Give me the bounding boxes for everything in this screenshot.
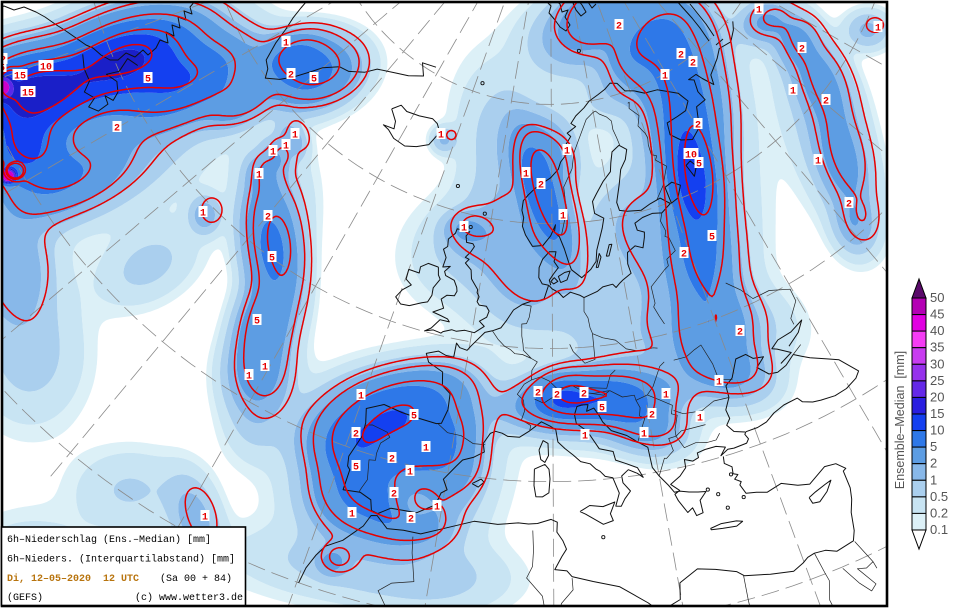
svg-text:2: 2	[538, 181, 544, 192]
svg-text:1: 1	[662, 72, 668, 83]
svg-text:5: 5	[930, 439, 937, 454]
svg-text:15: 15	[22, 89, 34, 100]
svg-text:1: 1	[270, 148, 276, 159]
svg-text:Ensemble–Median [mm]: Ensemble–Median [mm]	[893, 351, 907, 489]
svg-text:2: 2	[554, 391, 560, 402]
svg-text:(c) www.wetter3.de: (c) www.wetter3.de	[135, 592, 243, 604]
svg-text:1: 1	[560, 212, 566, 223]
svg-text:Di, 12–05–2020: Di, 12–05–2020	[7, 573, 91, 585]
svg-text:5: 5	[599, 404, 605, 415]
svg-text:2: 2	[823, 97, 829, 108]
svg-text:5: 5	[269, 254, 275, 265]
svg-text:(GEFS): (GEFS)	[7, 592, 43, 604]
svg-text:2: 2	[408, 515, 414, 526]
svg-text:5: 5	[696, 160, 702, 171]
svg-text:6h–Niederschlag (Ens.–Median): 6h–Niederschlag (Ens.–Median) [mm]	[7, 534, 211, 546]
svg-text:1: 1	[349, 510, 355, 521]
svg-text:2: 2	[737, 328, 743, 339]
svg-text:1: 1	[434, 503, 440, 514]
svg-text:1: 1	[358, 392, 364, 403]
svg-text:2: 2	[114, 124, 120, 135]
svg-text:2: 2	[581, 390, 587, 401]
svg-text:2: 2	[288, 71, 294, 82]
svg-text:2: 2	[690, 59, 696, 70]
svg-text:10: 10	[685, 151, 697, 162]
svg-text:1: 1	[200, 209, 206, 220]
svg-text:2: 2	[616, 22, 622, 33]
svg-text:1: 1	[262, 363, 268, 374]
svg-text:2: 2	[353, 430, 359, 441]
svg-text:10: 10	[40, 63, 52, 74]
svg-text:1: 1	[461, 224, 467, 235]
svg-text:1: 1	[246, 372, 252, 383]
svg-text:5: 5	[411, 412, 417, 423]
svg-text:2: 2	[681, 250, 687, 261]
svg-text:5: 5	[254, 317, 260, 328]
svg-text:(Sa 00 + 84): (Sa 00 + 84)	[160, 573, 232, 585]
svg-text:45: 45	[930, 307, 944, 322]
svg-text:2: 2	[391, 490, 397, 501]
svg-text:1: 1	[582, 432, 588, 443]
svg-text:30: 30	[930, 356, 944, 371]
svg-text:2: 2	[649, 411, 655, 422]
svg-text:2: 2	[678, 51, 684, 62]
svg-text:2: 2	[799, 45, 805, 56]
svg-text:2: 2	[846, 200, 852, 211]
svg-text:0.2: 0.2	[930, 505, 948, 520]
svg-text:1: 1	[641, 430, 647, 441]
svg-text:2: 2	[389, 455, 395, 466]
svg-text:0.1: 0.1	[930, 522, 948, 537]
svg-text:5: 5	[311, 75, 317, 86]
svg-text:2: 2	[265, 213, 271, 224]
svg-text:5: 5	[145, 75, 151, 86]
svg-text:1: 1	[407, 468, 413, 479]
svg-text:2: 2	[695, 121, 701, 132]
svg-text:20: 20	[930, 389, 944, 404]
svg-text:5: 5	[353, 463, 359, 474]
svg-text:1: 1	[875, 24, 881, 35]
svg-text:1: 1	[697, 414, 703, 425]
svg-text:1: 1	[438, 131, 444, 142]
svg-text:2: 2	[535, 389, 541, 400]
svg-text:35: 35	[930, 340, 944, 355]
svg-text:1: 1	[283, 39, 289, 50]
svg-text:1: 1	[256, 171, 262, 182]
svg-text:1: 1	[523, 170, 529, 181]
svg-text:1: 1	[202, 513, 208, 524]
svg-text:15: 15	[930, 406, 944, 421]
svg-text:1: 1	[930, 472, 937, 487]
svg-text:50: 50	[930, 290, 944, 305]
svg-text:1: 1	[815, 157, 821, 168]
svg-text:10: 10	[930, 423, 944, 438]
svg-text:25: 25	[930, 373, 944, 388]
svg-text:1: 1	[790, 87, 796, 98]
svg-text:40: 40	[930, 323, 944, 338]
svg-text:1: 1	[663, 391, 669, 402]
svg-text:12 UTC: 12 UTC	[103, 574, 139, 585]
svg-text:2: 2	[930, 456, 937, 471]
svg-text:6h–Nieders. (Interquartilabsta: 6h–Nieders. (Interquartilabstand) [mm]	[7, 554, 235, 566]
svg-text:1: 1	[716, 378, 722, 389]
svg-text:1: 1	[756, 6, 762, 17]
svg-text:5: 5	[709, 233, 715, 244]
svg-text:5: 5	[0, 64, 5, 75]
svg-text:15: 15	[14, 72, 26, 83]
svg-text:1: 1	[423, 444, 429, 455]
svg-text:1: 1	[292, 131, 298, 142]
svg-text:1: 1	[283, 142, 289, 153]
svg-text:0.5: 0.5	[930, 489, 948, 504]
svg-text:1: 1	[564, 147, 570, 158]
